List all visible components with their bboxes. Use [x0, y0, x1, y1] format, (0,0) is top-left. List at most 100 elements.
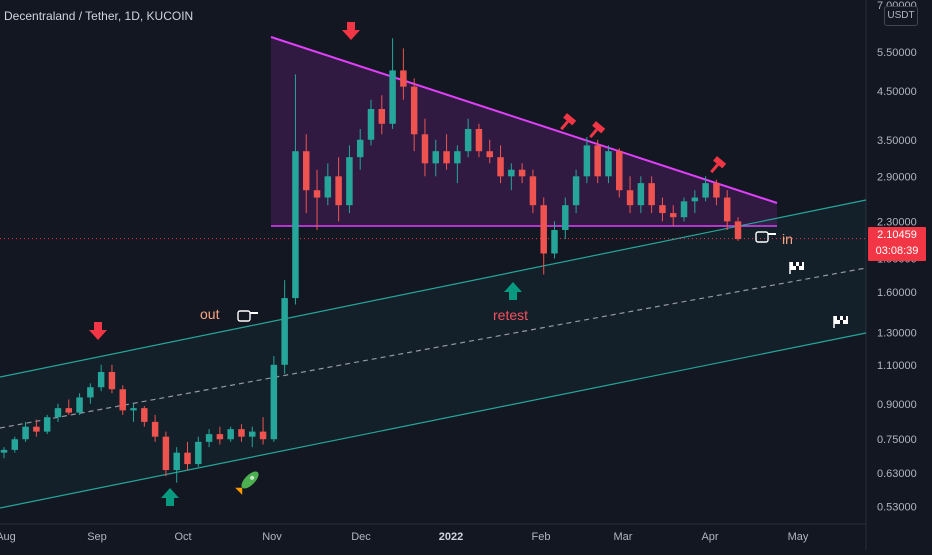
bar-countdown: 03:08:39 — [875, 245, 919, 257]
candle-body — [626, 190, 634, 206]
y-tick-label: 2.30000 — [877, 216, 917, 228]
candle-body — [141, 408, 148, 422]
candle-body — [205, 434, 213, 442]
candle-body — [130, 408, 137, 411]
candle-body — [119, 389, 126, 411]
candle-body — [691, 197, 699, 202]
y-tick-label: 4.50000 — [877, 86, 917, 98]
hammer-icon — [560, 113, 577, 131]
pointing-hand-icon — [237, 310, 258, 322]
y-axis-labels: 7.000005.500004.500003.500002.900002.300… — [877, 0, 917, 514]
candle-body — [616, 151, 623, 191]
hammer-handle — [560, 120, 569, 131]
flag-check — [840, 320, 843, 324]
candle-body — [281, 298, 288, 365]
candle-body — [443, 151, 450, 164]
candle-body — [518, 169, 526, 177]
last-price-tag: 2.10459 03:08:39 — [868, 227, 926, 261]
y-tick-label: 5.50000 — [877, 47, 917, 59]
x-tick-label: Apr — [701, 531, 718, 543]
out-label: out — [200, 306, 220, 322]
candle-body — [551, 230, 558, 254]
candle-body — [43, 417, 51, 432]
hand-palm — [237, 310, 251, 322]
candle-body — [162, 436, 170, 471]
last-price: 2.10459 — [877, 229, 917, 241]
trend-channel — [0, 199, 867, 509]
candle-body — [22, 426, 29, 440]
y-tick-label: 2.90000 — [877, 171, 917, 183]
candle-body — [313, 190, 321, 198]
rocket-window — [250, 475, 255, 480]
candle-body — [97, 371, 105, 388]
candle-body — [389, 70, 396, 124]
candle-body — [464, 128, 472, 152]
y-tick-label: 0.90000 — [877, 399, 917, 411]
candle-body — [529, 176, 537, 206]
candle-body — [637, 183, 645, 206]
channel-mid-line — [0, 267, 867, 429]
y-tick-label: 3.50000 — [877, 135, 917, 147]
hand-palm — [755, 231, 769, 243]
candles — [0, 38, 742, 483]
down-arrow-icon — [342, 22, 360, 40]
x-axis-labels: Aug Sep Oct Nov Dec 2022 Feb Mar Apr May — [0, 531, 809, 543]
candle-body — [432, 151, 440, 164]
channel-lower-line — [0, 332, 867, 509]
candle-body — [572, 176, 580, 206]
candle-body — [76, 397, 83, 413]
candle-body — [713, 183, 720, 198]
candle-body — [669, 213, 677, 218]
x-tick-label: Mar — [614, 531, 633, 543]
candle-body — [605, 151, 612, 177]
annotation-marks — [89, 22, 848, 506]
finish-flag-icon — [833, 316, 848, 328]
hammer-icon — [710, 156, 727, 174]
candle-body — [562, 205, 569, 231]
candle-body — [583, 145, 591, 177]
y-tick-label: 0.75000 — [877, 434, 917, 446]
candle-body — [410, 86, 418, 135]
flag-check — [793, 262, 796, 266]
candle-body — [540, 205, 547, 254]
candle-body — [108, 371, 116, 390]
up-arrow-icon — [161, 488, 179, 506]
candle-body — [227, 429, 234, 440]
chart-title: Decentraland / Tether, 1D, KUCOIN — [4, 9, 193, 23]
triangle-fill — [271, 37, 777, 226]
candle-body — [184, 452, 191, 465]
candle-body — [259, 431, 267, 440]
candle-body — [594, 145, 601, 177]
candle-body — [33, 426, 40, 432]
hammer-handle — [589, 128, 598, 139]
candle-body — [648, 183, 655, 206]
x-tick-label: Nov — [262, 531, 282, 543]
candle-body — [659, 205, 666, 214]
candle-body — [454, 151, 461, 164]
candle-body — [249, 431, 256, 437]
candle-body — [324, 176, 332, 198]
price-axis-panel — [866, 0, 932, 550]
candle-body — [270, 364, 278, 440]
hammer-head — [592, 121, 606, 134]
candle-body — [356, 139, 364, 158]
candle-body — [302, 151, 310, 191]
y-tick-label: 0.53000 — [877, 502, 917, 514]
flag-check — [799, 262, 802, 266]
y-tick-label: 1.30000 — [877, 327, 917, 339]
candle-body — [335, 176, 342, 206]
up-arrow-icon — [504, 282, 522, 300]
x-tick-label: Feb — [532, 531, 551, 543]
hammer-handle — [710, 163, 719, 174]
candle-body — [292, 151, 299, 299]
candle-body — [486, 151, 493, 158]
flag-check — [837, 316, 840, 320]
retest-label: retest — [493, 307, 528, 323]
in-label: in — [782, 231, 793, 247]
currency-badge[interactable]: USDT — [884, 6, 918, 26]
rocket-icon — [235, 471, 259, 495]
candle-body — [216, 434, 224, 440]
